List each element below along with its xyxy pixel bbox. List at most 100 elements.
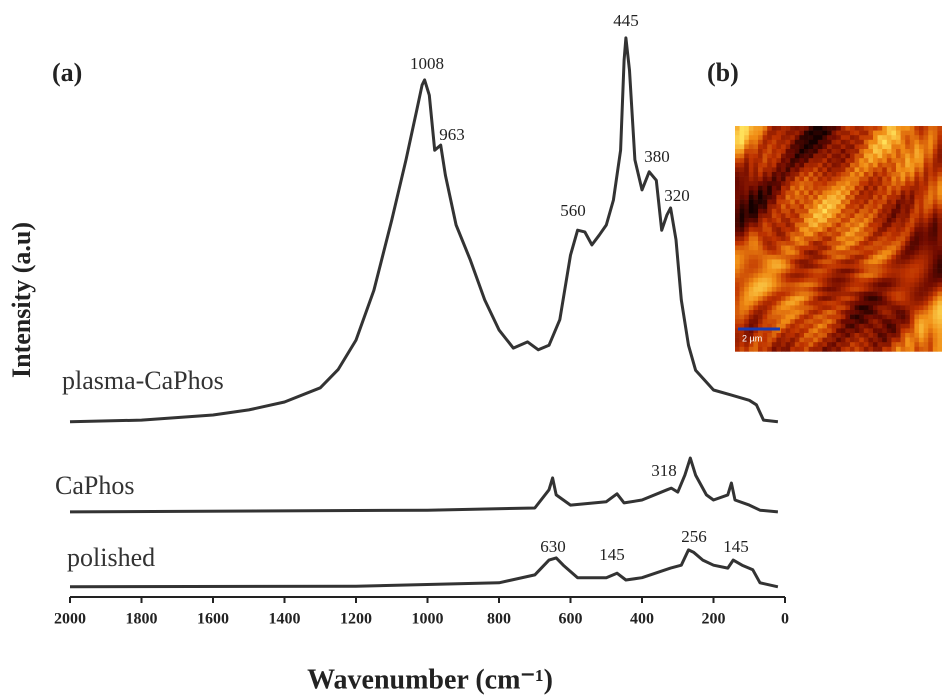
heatmap-cell (896, 200, 901, 205)
heatmap-cell (827, 282, 832, 287)
heatmap-cell (882, 333, 887, 338)
heatmap-cell (928, 338, 933, 343)
heatmap-cell (809, 190, 814, 195)
heatmap-cell (740, 223, 745, 228)
heatmap-cell (855, 140, 860, 145)
heatmap-cell (799, 264, 804, 269)
heatmap-cell (855, 135, 860, 140)
heatmap-cell (878, 232, 883, 237)
heatmap-cell (735, 209, 740, 214)
heatmap-cell (882, 223, 887, 228)
heatmap-cell (827, 324, 832, 329)
heatmap-cell (740, 218, 745, 223)
heatmap-cell (776, 236, 781, 241)
heatmap-cell (740, 181, 745, 186)
heatmap-cell (887, 305, 892, 310)
heatmap-cell (864, 149, 869, 154)
heatmap-cell (832, 172, 837, 177)
heatmap-cell (776, 177, 781, 182)
heatmap-cell (836, 282, 841, 287)
heatmap-cell (744, 232, 749, 237)
heatmap-cell (887, 315, 892, 320)
heatmap-cell (873, 241, 878, 246)
heatmap-cell (827, 200, 832, 205)
heatmap-cell (818, 305, 823, 310)
heatmap-cell (749, 232, 754, 237)
heatmap-cell (841, 278, 846, 283)
heatmap-cell (850, 315, 855, 320)
heatmap-cell (740, 126, 745, 131)
heatmap-cell (786, 264, 791, 269)
heatmap-cell (859, 131, 864, 136)
heatmap-cell (864, 204, 869, 209)
heatmap-cell (790, 259, 795, 264)
heatmap-cell (809, 236, 814, 241)
heatmap-cell (822, 190, 827, 195)
heatmap-cell (891, 338, 896, 343)
heatmap-cell (804, 236, 809, 241)
heatmap-cell (887, 190, 892, 195)
heatmap-cell (914, 269, 919, 274)
heatmap-cell (772, 140, 777, 145)
heatmap-cell (887, 158, 892, 163)
heatmap-cell (845, 259, 850, 264)
heatmap-cell (919, 328, 924, 333)
heatmap-cell (763, 213, 768, 218)
heatmap-cell (896, 140, 901, 145)
heatmap-cell (914, 140, 919, 145)
heatmap-cell (850, 342, 855, 347)
heatmap-cell (910, 241, 915, 246)
heatmap-cell (905, 209, 910, 214)
heatmap-cell (919, 241, 924, 246)
heatmap-cell (910, 315, 915, 320)
peak-label: 145 (723, 537, 749, 556)
heatmap-cell (864, 296, 869, 301)
heatmap-cell (859, 269, 864, 274)
heatmap-cell (878, 319, 883, 324)
heatmap-cell (905, 273, 910, 278)
heatmap-cell (772, 126, 777, 131)
heatmap-cell (905, 135, 910, 140)
heatmap-cell (836, 135, 841, 140)
heatmap-cell (882, 186, 887, 191)
heatmap-cell (740, 144, 745, 149)
heatmap-cell (809, 342, 814, 347)
heatmap-cell (924, 259, 929, 264)
heatmap-cell (859, 347, 864, 352)
heatmap-cell (799, 315, 804, 320)
heatmap-cell (832, 301, 837, 306)
heatmap-cell (887, 347, 892, 352)
heatmap-cell (850, 200, 855, 205)
heatmap-cell (740, 305, 745, 310)
heatmap-cell (859, 246, 864, 251)
peak-label: 560 (560, 201, 586, 220)
heatmap-cell (891, 131, 896, 136)
heatmap-cell (914, 177, 919, 182)
heatmap-cell (758, 287, 763, 292)
heatmap-cell (845, 328, 850, 333)
heatmap-cell (832, 195, 837, 200)
heatmap-cell (841, 287, 846, 292)
heatmap-cell (878, 186, 883, 191)
heatmap-cell (914, 246, 919, 251)
heatmap-cell (836, 246, 841, 251)
heatmap-cell (809, 328, 814, 333)
heatmap-cell (781, 278, 786, 283)
heatmap-cell (813, 319, 818, 324)
heatmap-cell (910, 250, 915, 255)
heatmap-cell (749, 204, 754, 209)
heatmap-cell (850, 190, 855, 195)
heatmap-cell (873, 209, 878, 214)
heatmap-cell (901, 310, 906, 315)
heatmap-cell (878, 131, 883, 136)
heatmap-cell (928, 149, 933, 154)
heatmap-cell (914, 236, 919, 241)
heatmap-cell (868, 177, 873, 182)
heatmap-cell (753, 282, 758, 287)
heatmap-cell (891, 218, 896, 223)
heatmap-cell (882, 236, 887, 241)
heatmap-cell (790, 273, 795, 278)
heatmap-cell (822, 126, 827, 131)
heatmap-cell (873, 204, 878, 209)
heatmap-cell (901, 190, 906, 195)
